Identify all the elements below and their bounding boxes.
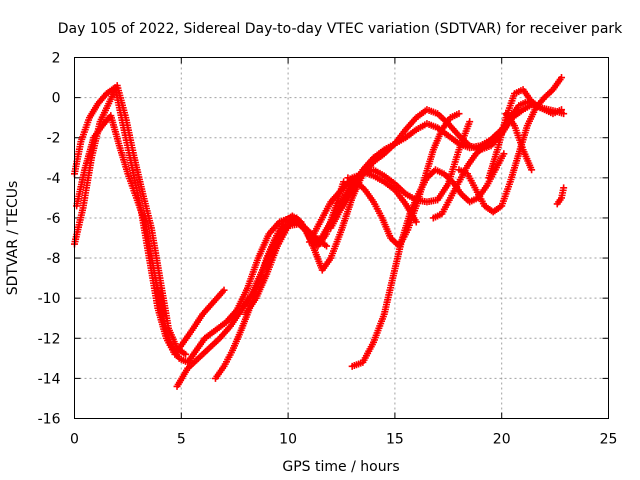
x-axis-ticks: 0 5 10 15 20 25 [70,57,618,448]
data-point [558,74,566,82]
chart-title: Day 105 of 2022, Sidereal Day-to-day VTE… [58,21,623,37]
y-tick-label: -16 [38,412,61,428]
data-point [560,184,568,192]
x-tick-label: 0 [70,432,79,448]
y-tick-label: -10 [38,291,61,307]
series-arc-j [338,106,516,212]
y-tick-label: -2 [47,131,61,147]
series-arc-c [73,112,294,366]
plot-frame [74,57,609,419]
x-tick-label: 15 [386,432,404,448]
series-arc-l [348,150,508,370]
y-tick-label: -6 [47,211,61,227]
data-point [455,110,463,118]
series-arc-p [502,110,536,174]
series-arc-n [455,74,566,216]
x-tick-label: 20 [493,432,511,448]
y-tick-label: -14 [38,371,61,387]
x-tick-label: 25 [600,432,618,448]
data-point [182,350,190,358]
y-axis-label: SDTVAR / TECUs [5,181,21,296]
series-arc-b [71,82,190,358]
y-tick-label: 0 [52,91,61,107]
y-tick-label: -12 [38,331,61,347]
data-point [560,110,568,118]
x-tick-label: 10 [279,432,297,448]
series-arc-q [553,184,568,208]
y-tick-label: -8 [47,251,61,267]
y-tick-label: 2 [52,51,61,67]
y-tick-label: -4 [47,171,61,187]
data-points [71,74,568,390]
series-arc-h [305,118,474,246]
data-point [412,218,420,226]
x-axis-label: GPS time / hours [282,459,399,475]
data-point [528,166,536,174]
data-point [220,286,228,294]
data-point [323,242,331,250]
x-tick-label: 5 [177,432,186,448]
data-point [500,150,508,158]
data-point [466,118,474,126]
